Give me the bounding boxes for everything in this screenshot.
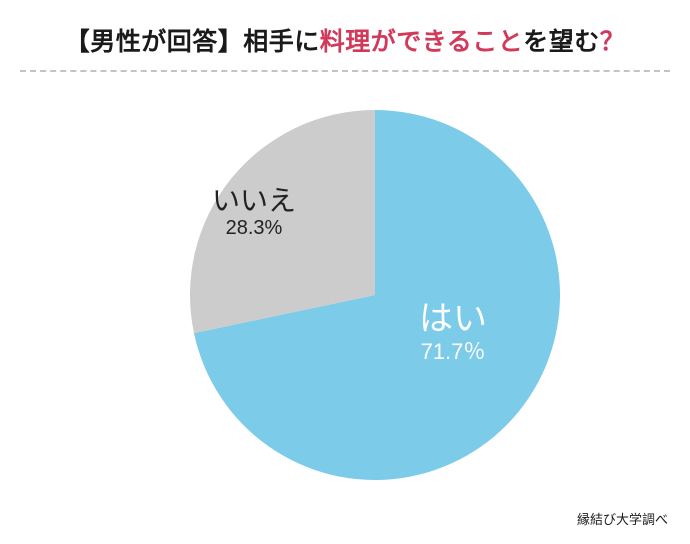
slice-label-no: いいえ 28.3% (212, 185, 296, 240)
slice-label-yes-pct: 71.7％ (419, 339, 487, 364)
title-seg-5: ？ (600, 28, 626, 56)
pie-chart (0, 100, 690, 495)
title-seg-accent: 料理ができること (320, 28, 524, 56)
dashed-divider (20, 70, 670, 72)
slice-label-yes-name: はい (419, 300, 487, 339)
title-seg-4: を望む (523, 28, 600, 56)
title: 【男性が回答】相手に料理ができることを望む？ (0, 22, 690, 58)
slice-label-no-name: いいえ (212, 185, 296, 217)
title-seg-2: 相手に (243, 28, 320, 56)
slice-label-yes: はい 71.7％ (419, 300, 487, 364)
title-seg-1: 【男性が回答】 (65, 28, 244, 56)
pie-chart-svg (0, 100, 690, 490)
slice-label-no-pct: 28.3% (212, 217, 296, 240)
credit-text: 縁結び大学調べ (577, 509, 668, 528)
